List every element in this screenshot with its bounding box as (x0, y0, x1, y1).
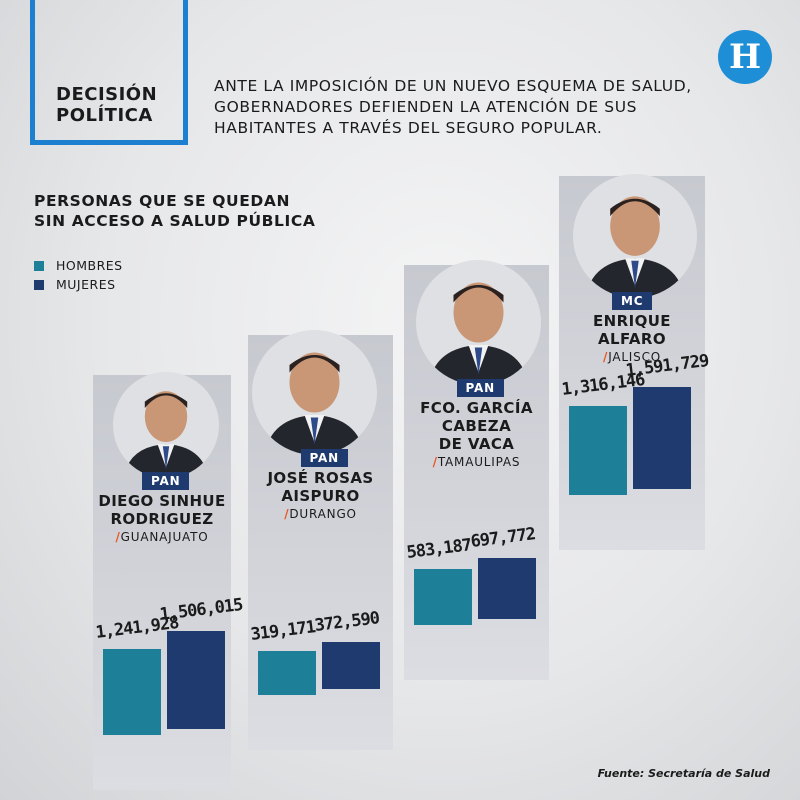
bar-mujeres-3 (478, 557, 536, 619)
brand-frame (30, 0, 188, 145)
governor-name-line-2: CABEZA (441, 417, 512, 435)
publisher-logo: H (718, 30, 772, 84)
bar-mujeres-4 (633, 387, 691, 489)
governor-photo-4 (573, 174, 697, 298)
party-badge-4: MC (612, 292, 653, 310)
legend: HOMBRES MUJERES (34, 256, 123, 294)
section-label: DECISIÓN POLÍTICA (56, 84, 157, 126)
governor-name-line-3: DE VACA (438, 435, 515, 453)
legend-item-mujeres: MUJERES (34, 275, 123, 294)
section-label-line2: POLÍTICA (56, 105, 153, 126)
governor-name-line-1: DIEGO SINHUE (98, 492, 226, 510)
source-note: Fuente: Secretaría de Salud (597, 767, 770, 780)
bar-hombres-2 (258, 650, 316, 695)
governor-name-3: FCO. GARCÍA CABEZA DE VACA (398, 399, 555, 453)
state-name: JALISCO (608, 350, 661, 364)
governor-name-1: DIEGO SINHUE RODRIGUEZ (87, 492, 237, 528)
state-slash-icon: / (603, 350, 609, 364)
state-name: TAMAULIPAS (437, 455, 521, 469)
governor-photo-1 (113, 372, 219, 478)
state-name: GUANAJUATO (120, 530, 209, 544)
state-slash-icon: / (115, 530, 121, 544)
section-label-line1: DECISIÓN (56, 84, 158, 105)
chart-title-line2: SIN ACCESO A SALUD PÚBLICA (34, 212, 316, 230)
governor-state-1: /GUANAJUATO (93, 530, 231, 544)
governor-name-4: ENRIQUE ALFARO (553, 312, 711, 348)
bar-hombres-3 (414, 568, 472, 625)
bar-mujeres-2 (322, 642, 380, 689)
governor-state-3: /TAMAULIPAS (404, 455, 549, 469)
governor-name-line-2: ALFARO (597, 330, 666, 348)
legend-item-hombres: HOMBRES (34, 256, 123, 275)
intro-line2: GOBERNADORES DEFIENDEN LA ATENCIÓN DE SU… (214, 98, 638, 116)
state-slash-icon: / (284, 507, 290, 521)
bar-hombres-1 (103, 649, 161, 735)
legend-label-mujeres: MUJERES (56, 277, 116, 292)
chart-title: PERSONAS QUE SE QUEDAN SIN ACCESO A SALU… (34, 191, 315, 231)
bar-mujeres-1 (167, 631, 225, 729)
intro-line1: ANTE LA IMPOSICIÓN DE UN NUEVO ESQUEMA D… (214, 77, 692, 95)
party-badge-2: PAN (300, 449, 348, 467)
state-slash-icon: / (432, 455, 438, 469)
legend-swatch-hombres (34, 260, 44, 271)
intro-line3: HABITANTES A TRAVÉS DEL SEGURO POPULAR. (214, 119, 603, 137)
intro-text: ANTE LA IMPOSICIÓN DE UN NUEVO ESQUEMA D… (214, 76, 734, 139)
governor-name-line-2: RODRIGUEZ (110, 510, 214, 528)
governor-state-4: /JALISCO (559, 350, 705, 364)
legend-label-hombres: HOMBRES (56, 258, 123, 273)
chart-title-line1: PERSONAS QUE SE QUEDAN (34, 192, 291, 210)
governor-name-2: JOSÉ ROSAS AISPURO (242, 469, 399, 505)
governor-name-line-1: JOSÉ ROSAS (267, 469, 374, 487)
governor-state-2: /DURANGO (248, 507, 393, 521)
governor-photo-3 (416, 260, 541, 385)
bar-hombres-4 (569, 405, 627, 495)
party-badge-3: PAN (456, 379, 504, 397)
governor-name-line-1: ENRIQUE (593, 312, 671, 330)
legend-swatch-mujeres (34, 279, 44, 290)
governor-name-line-1: FCO. GARCÍA (420, 399, 533, 417)
party-badge-1: PAN (142, 472, 190, 490)
governor-photo-2 (252, 330, 377, 455)
state-name: DURANGO (289, 507, 357, 521)
governor-name-line-2: AISPURO (281, 487, 360, 505)
